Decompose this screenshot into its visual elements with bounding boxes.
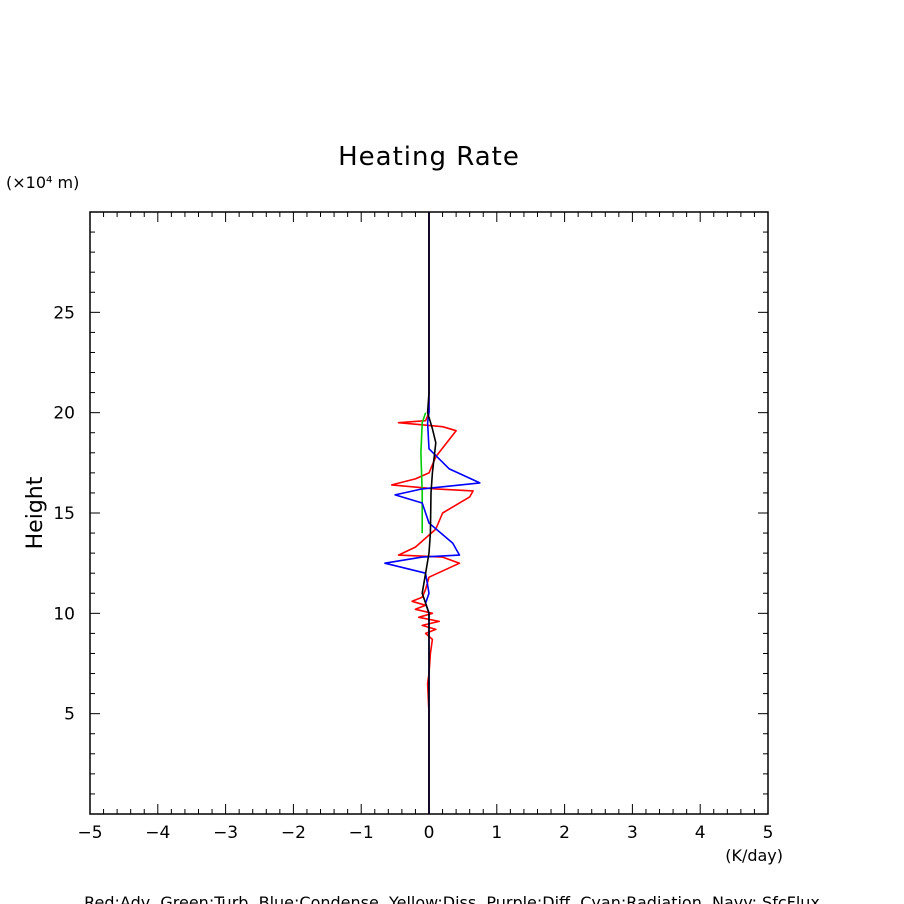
chart-title: Heating Rate — [338, 142, 520, 172]
legend-caption: Red:Adv, Green:Turb, Blue:Condense, Yell… — [84, 893, 820, 904]
y-tick-label: 25 — [53, 303, 75, 323]
x-tick-label: −1 — [349, 823, 374, 843]
series-line-condense — [384, 212, 481, 814]
x-unit-label: (K/day) — [725, 846, 783, 865]
series-line-adv — [390, 212, 474, 814]
x-tick-label: 4 — [695, 823, 706, 843]
plot-area: −5 −4 −3 −2 −1 0 1 2 3 4 5 5 10 15 20 25 — [53, 211, 774, 843]
x-tick-label: −3 — [213, 823, 238, 843]
x-tick-label: 0 — [424, 823, 435, 843]
series-line-total — [421, 212, 437, 814]
x-tick-label: 5 — [763, 823, 774, 843]
x-tick-label: 3 — [627, 823, 638, 843]
y-tick-label: 5 — [64, 705, 75, 725]
x-tick-label: −5 — [77, 823, 102, 843]
y-tick-label: 15 — [53, 504, 75, 524]
series-line-turb — [420, 412, 427, 534]
y-axis-label: Height — [23, 476, 48, 549]
y-unit-label: (×10⁴ m) — [6, 173, 79, 192]
x-tick-label: 1 — [491, 823, 502, 843]
y-tick-label: 10 — [53, 604, 75, 624]
x-tick-label: −4 — [145, 823, 170, 843]
x-tick-label: −2 — [281, 823, 306, 843]
y-tick-label: 20 — [53, 404, 75, 424]
x-tick-label: 2 — [559, 823, 570, 843]
